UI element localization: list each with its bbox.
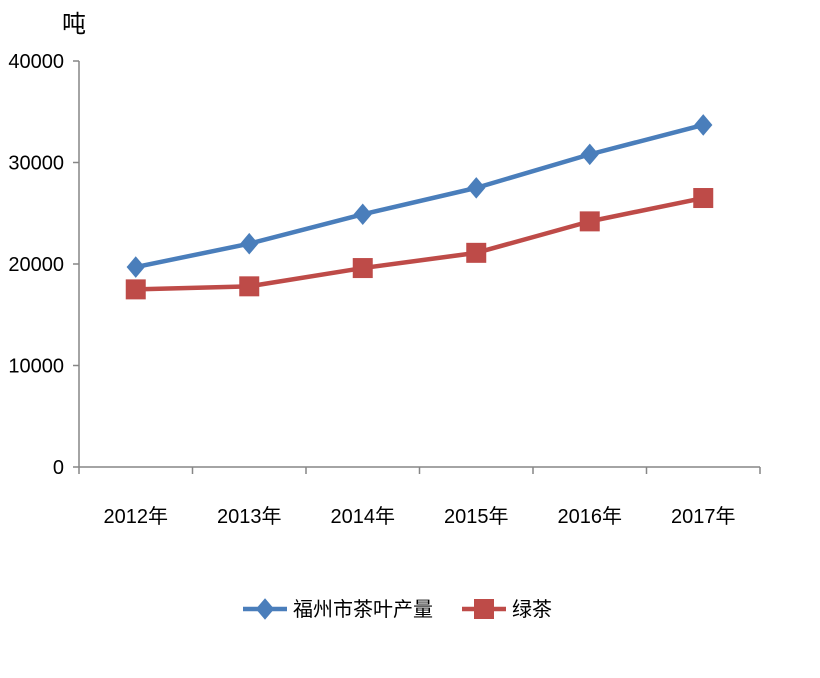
data-point	[579, 211, 600, 232]
data-point	[466, 242, 487, 263]
data-point	[239, 276, 260, 297]
series-line	[135, 122, 704, 270]
y-unit-label: 吨	[62, 10, 86, 38]
data-point	[352, 258, 373, 279]
legend-item: 福州市茶叶产量	[243, 597, 433, 621]
legend-marker	[474, 599, 494, 619]
x-tick-label: 2016年	[558, 505, 623, 528]
y-tick-label: 40000	[8, 51, 64, 73]
axes	[73, 60, 761, 474]
data-point	[580, 143, 599, 166]
y-tick-label: 10000	[8, 356, 64, 378]
legend: 福州市茶叶产量 绿茶	[243, 597, 552, 621]
legend-marker	[255, 598, 275, 620]
x-tick-labels: 2012年 2013年 2014年 2015年 2016年 2017年	[104, 505, 736, 528]
y-tick-label: 0	[53, 457, 64, 479]
series-layer	[125, 114, 714, 300]
x-tick-label: 2012年	[104, 505, 169, 528]
series-2	[125, 188, 714, 300]
x-tick-label: 2013年	[217, 505, 282, 528]
data-point	[467, 177, 486, 199]
data-point	[125, 279, 146, 300]
data-point	[693, 188, 714, 209]
x-tick-label: 2014年	[331, 505, 396, 528]
data-point	[126, 256, 145, 278]
data-point	[240, 232, 259, 255]
series-line	[135, 195, 704, 292]
x-tick-label: 2015年	[444, 505, 509, 528]
data-point	[694, 114, 713, 136]
series-1	[126, 114, 713, 278]
data-point	[353, 203, 372, 226]
legend-item: 绿茶	[462, 597, 552, 621]
x-tick-label: 2017年	[671, 505, 736, 528]
y-tick-label: 20000	[8, 254, 64, 276]
y-tick-label: 30000	[8, 153, 64, 175]
legend-label: 福州市茶叶产量	[293, 597, 433, 621]
y-tick-labels: 0 10000 20000 30000 40000	[8, 51, 64, 479]
legend-label: 绿茶	[512, 597, 552, 621]
